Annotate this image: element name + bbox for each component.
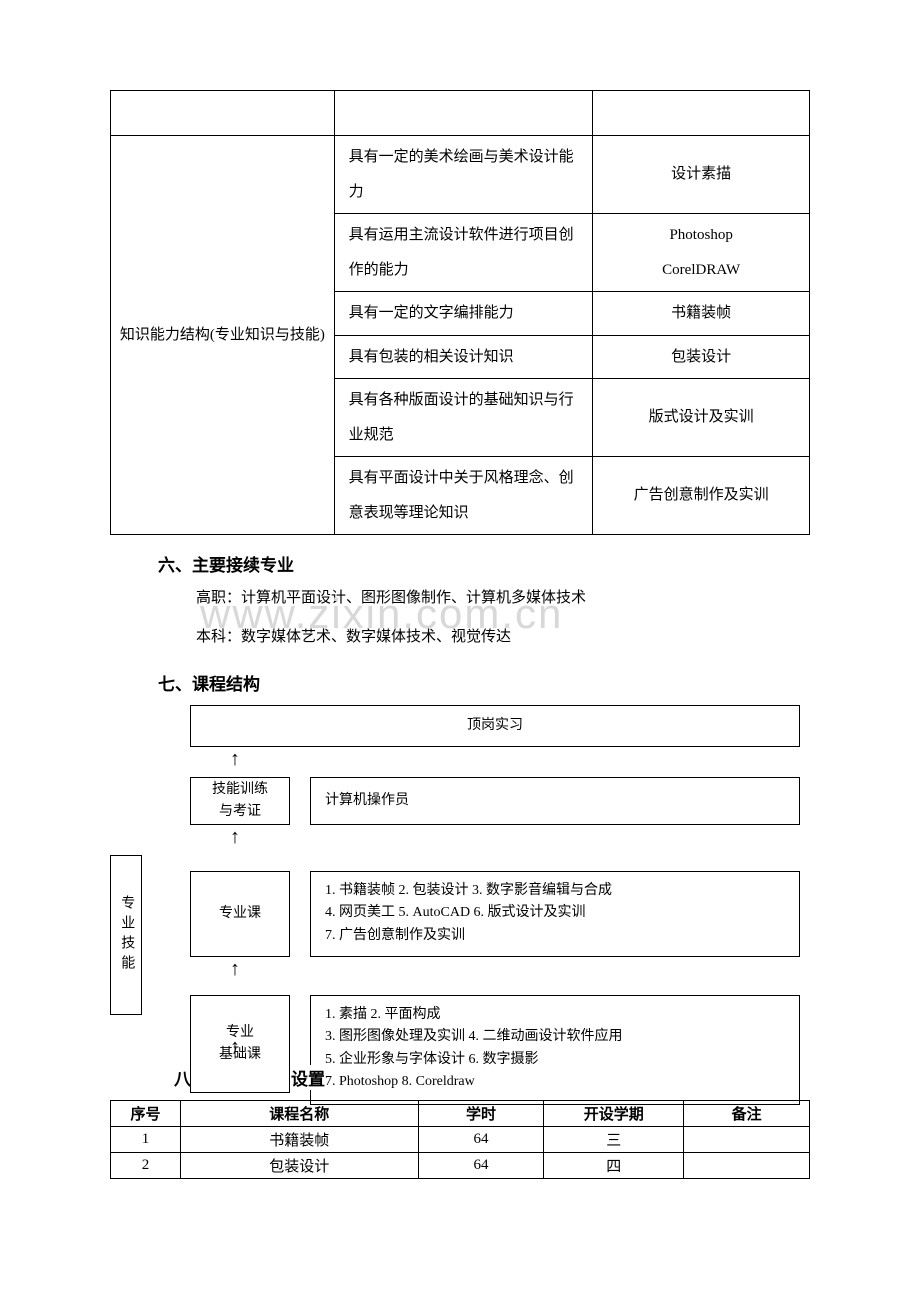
- diagram-list-line: 7. 广告创意制作及实训: [325, 925, 465, 947]
- cell: 1: [111, 1127, 181, 1153]
- cell: 64: [418, 1127, 544, 1153]
- section6-line: 高职：计算机平面设计、图形图像制作、计算机多媒体技术: [196, 582, 810, 615]
- diagram-major-course-node: 专业课: [190, 871, 290, 957]
- course-structure-diagram: 顶岗实习 ↑ 专业技能 技能训练 与考证 计算机操作员 ↑ 专业课 1. 书籍装…: [110, 705, 810, 1125]
- section6-heading: 六、主要接续专业: [158, 551, 810, 576]
- diagram-top-node: 顶岗实习: [190, 705, 800, 747]
- col-header: 开设学期: [544, 1101, 684, 1127]
- cell: 三: [544, 1127, 684, 1153]
- knowledge-course: Photoshop CorelDRAW: [593, 214, 810, 292]
- knowledge-course: 包装设计: [593, 335, 810, 379]
- table-row: 2 包装设计 64 四: [111, 1153, 810, 1179]
- cell: 包装设计: [180, 1153, 418, 1179]
- heading-fragment: 八: [174, 1065, 191, 1090]
- col-header: 序号: [111, 1101, 181, 1127]
- knowledge-desc: 具有包装的相关设计知识: [334, 335, 593, 379]
- heading-fragment: 设置: [291, 1065, 325, 1090]
- knowledge-desc: 具有平面设计中关于风格理念、创意表现等理论知识: [334, 457, 593, 535]
- arrow-up-icon: ↑: [230, 959, 240, 979]
- knowledge-table: 知识能力结构(专业知识与技能) 具有一定的美术绘画与美术设计能力 设计素描 具有…: [110, 90, 810, 535]
- arrow-up-icon: ↑: [230, 827, 240, 847]
- cell: 四: [544, 1153, 684, 1179]
- cell: 64: [418, 1153, 544, 1179]
- cell: [684, 1127, 810, 1153]
- diagram-skill-train-node: 技能训练 与考证: [190, 777, 290, 825]
- knowledge-desc: 具有一定的美术绘画与美术设计能力: [334, 136, 593, 214]
- diagram-side-label: 专业技能: [110, 855, 142, 1015]
- diagram-operator-node: 计算机操作员: [310, 777, 800, 825]
- cell: 2: [111, 1153, 181, 1179]
- diagram-list-line: 4. 网页美工 5. AutoCAD 6. 版式设计及实训: [325, 902, 586, 924]
- section6-line: 本科：数字媒体艺术、数字媒体技术、视觉传达: [196, 621, 810, 654]
- diagram-basic-course-list: 1. 素描 2. 平面构成 3. 图形图像处理及实训 4. 二维动画设计软件应用…: [310, 995, 800, 1105]
- cell: 书籍装帧: [180, 1127, 418, 1153]
- diagram-list-line: 1. 素描 2. 平面构成: [325, 1004, 441, 1026]
- cell: [684, 1153, 810, 1179]
- arrow-up-icon: ↑: [230, 749, 240, 769]
- col-header: 课程名称: [180, 1101, 418, 1127]
- knowledge-course: 广告创意制作及实训: [593, 457, 810, 535]
- diagram-list-line: 3. 图形图像处理及实训 4. 二维动画设计软件应用: [325, 1026, 623, 1048]
- knowledge-category: 知识能力结构(专业知识与技能): [111, 136, 335, 535]
- course-plan-table: 序号 课程名称 学时 开设学期 备注 1 书籍装帧 64 三 2 包装设计 64…: [110, 1100, 810, 1179]
- diagram-basic-course-node: 专业 基础课: [190, 995, 290, 1093]
- diagram-major-course-list: 1. 书籍装帧 2. 包装设计 3. 数字影音编辑与合成 4. 网页美工 5. …: [310, 871, 800, 957]
- col-header: 备注: [684, 1101, 810, 1127]
- section7-heading: 七、课程结构: [158, 670, 810, 695]
- knowledge-course: 版式设计及实训: [593, 379, 810, 457]
- course-line: Photoshop: [669, 227, 732, 243]
- table-row: 1 书籍装帧 64 三: [111, 1127, 810, 1153]
- diagram-list-line: 1. 书籍装帧 2. 包装设计 3. 数字影音编辑与合成: [325, 880, 612, 902]
- course-line: CorelDRAW: [662, 262, 740, 278]
- knowledge-desc: 具有运用主流设计软件进行项目创作的能力: [334, 214, 593, 292]
- knowledge-desc: 具有一定的文字编排能力: [334, 292, 593, 336]
- arrow-up-icon: ↑: [230, 1037, 240, 1057]
- knowledge-desc: 具有各种版面设计的基础知识与行业规范: [334, 379, 593, 457]
- diagram-list-line: 5. 企业形象与字体设计 6. 数字摄影: [325, 1049, 539, 1071]
- diagram-list-line: 7. Photoshop 8. Coreldraw: [325, 1071, 475, 1093]
- knowledge-course: 设计素描: [593, 136, 810, 214]
- col-header: 学时: [418, 1101, 544, 1127]
- knowledge-course: 书籍装帧: [593, 292, 810, 336]
